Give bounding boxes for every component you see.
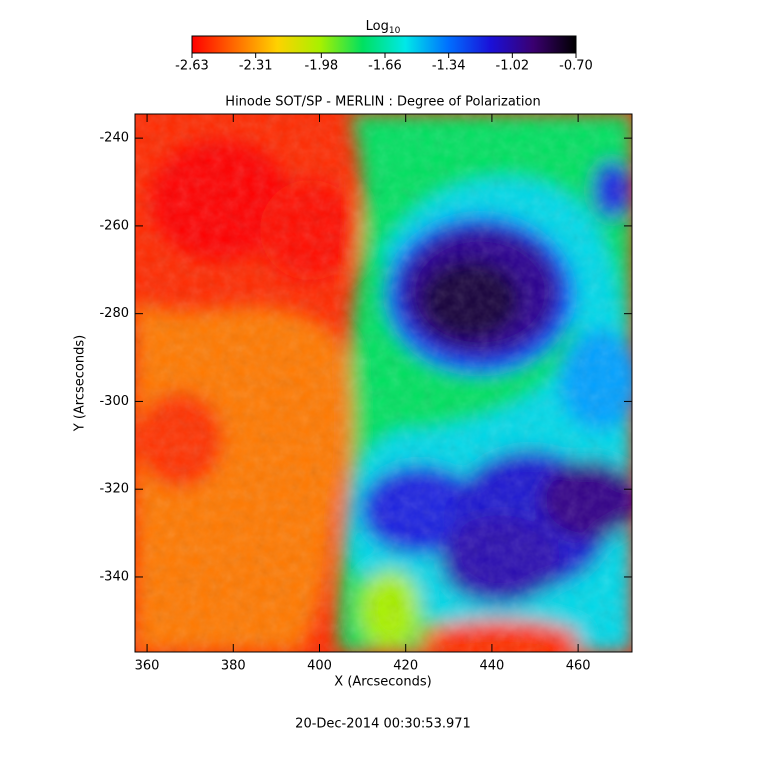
colorbar-tick-label: -2.31: [239, 59, 273, 74]
x-axis-label: X (Arcseconds): [334, 675, 431, 690]
y-tick-label: -300: [99, 394, 129, 409]
x-tick-label: 380: [221, 659, 246, 674]
y-tick-label: -280: [99, 306, 129, 321]
colorbar-label-text: Log: [366, 19, 389, 34]
y-tick-label: -240: [99, 131, 129, 146]
x-tick-label: 360: [135, 659, 160, 674]
colorbar-tick-label: -1.34: [432, 59, 466, 74]
colorbar-label: Log10: [366, 19, 401, 36]
colorbar-tick-label: -1.66: [368, 59, 402, 74]
colorbar-tick-label: -1.98: [305, 59, 339, 74]
chart-title: Hinode SOT/SP - MERLIN : Degree of Polar…: [225, 95, 540, 110]
y-tick-label: -340: [99, 569, 129, 584]
y-tick-label: -320: [99, 482, 129, 497]
footer-date: 20-Dec-2014 00:30:53.971: [295, 717, 471, 732]
heatmap-image: [135, 114, 632, 652]
colorbar-tick-label: -1.02: [496, 59, 530, 74]
plot-frame: [134, 113, 633, 653]
x-tick-label: 440: [479, 659, 504, 674]
y-axis-label: Y (Arcseconds): [73, 335, 88, 432]
colorbar-tick-label: -0.70: [559, 59, 593, 74]
colorbar-label-sub: 10: [389, 26, 401, 36]
colorbar-tick-label: -2.63: [175, 59, 209, 74]
x-tick-label: 400: [307, 659, 332, 674]
y-tick-label: -260: [99, 218, 129, 233]
colorbar: [191, 35, 577, 54]
x-tick-label: 420: [393, 659, 418, 674]
x-tick-label: 460: [566, 659, 591, 674]
